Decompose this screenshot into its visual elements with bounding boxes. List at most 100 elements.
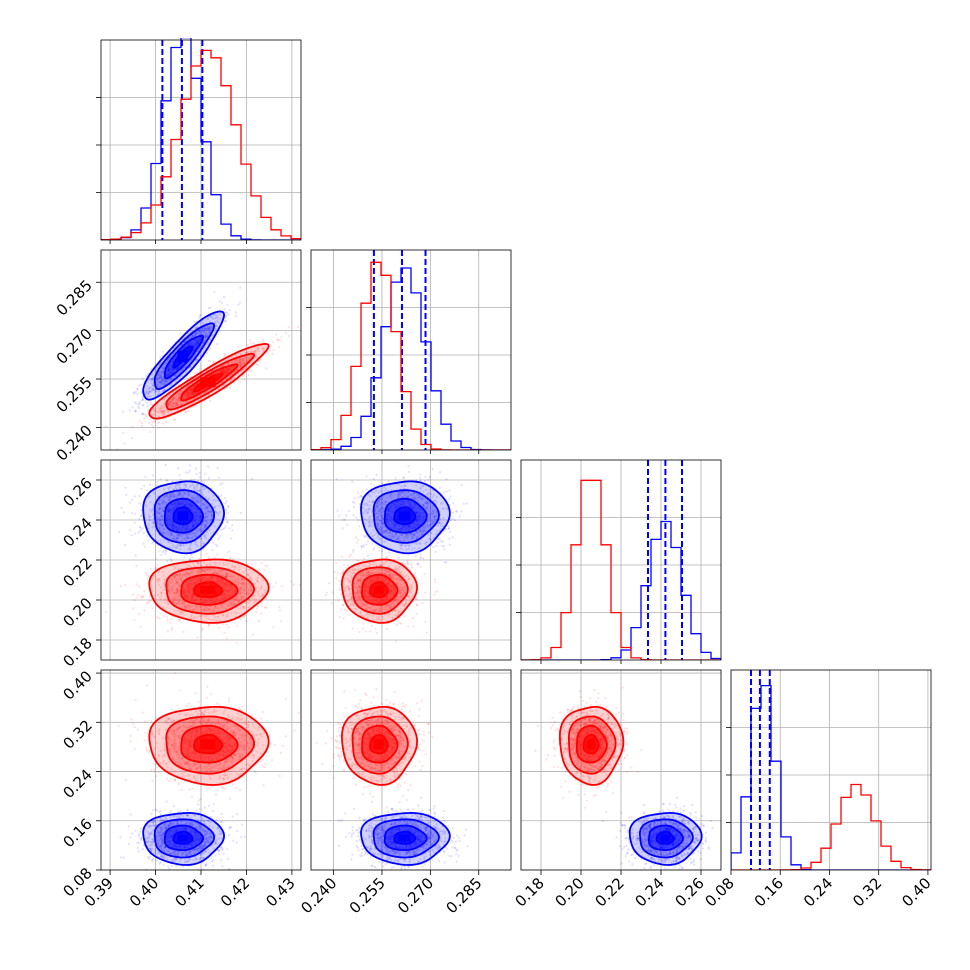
scatter-point bbox=[407, 496, 410, 499]
scatter-point bbox=[184, 607, 187, 610]
scatter-point bbox=[415, 484, 418, 487]
scatter-point bbox=[180, 576, 183, 579]
scatter-point bbox=[133, 532, 137, 535]
scatter-point bbox=[204, 516, 207, 519]
scatter-point bbox=[166, 479, 169, 482]
scatter-point bbox=[379, 489, 382, 492]
scatter-point bbox=[169, 406, 172, 409]
scatter-point bbox=[160, 373, 163, 376]
scatter-point bbox=[208, 608, 211, 611]
scatter-point bbox=[191, 536, 194, 539]
scatter-point bbox=[214, 605, 217, 608]
scatter-point bbox=[207, 329, 210, 332]
scatter-point bbox=[232, 557, 235, 560]
scatter-point bbox=[172, 546, 175, 549]
scatter-point bbox=[176, 582, 179, 585]
scatter-point bbox=[200, 331, 203, 334]
scatter-point bbox=[158, 518, 161, 521]
scatter-point bbox=[167, 584, 170, 587]
scatter-point bbox=[342, 518, 345, 521]
scatter-point bbox=[147, 527, 150, 530]
scatter-point bbox=[382, 531, 385, 534]
scatter-point bbox=[164, 601, 167, 604]
scatter-point bbox=[149, 501, 152, 504]
scatter-point bbox=[161, 369, 164, 372]
scatter-point bbox=[158, 502, 161, 505]
scatter-point bbox=[195, 484, 198, 487]
scatter-point bbox=[158, 523, 162, 526]
scatter-point bbox=[207, 510, 210, 513]
scatter-point bbox=[145, 390, 148, 394]
scatter-point bbox=[396, 496, 399, 500]
scatter-point bbox=[171, 627, 174, 630]
scatter-point bbox=[193, 334, 196, 337]
scatter-point bbox=[211, 541, 215, 544]
scatter-point bbox=[171, 405, 174, 409]
scatter-point bbox=[162, 409, 165, 412]
scatter-point bbox=[357, 496, 360, 499]
scatter-point bbox=[177, 392, 180, 395]
scatter-point bbox=[229, 379, 233, 382]
scatter-point bbox=[196, 489, 199, 492]
scatter-point bbox=[172, 601, 175, 605]
scatter-point bbox=[187, 404, 190, 407]
scatter-point bbox=[217, 537, 221, 540]
scatter-point bbox=[209, 510, 212, 513]
scatter-point bbox=[154, 419, 157, 422]
scatter-point bbox=[252, 571, 255, 574]
scatter-point bbox=[217, 573, 221, 576]
scatter-point bbox=[240, 365, 243, 368]
scatter-point bbox=[163, 579, 166, 583]
scatter-point bbox=[216, 511, 219, 514]
scatter-point bbox=[168, 534, 171, 537]
scatter-point bbox=[378, 509, 382, 512]
scatter-point bbox=[250, 589, 253, 592]
scatter-point bbox=[231, 603, 234, 606]
scatter-point bbox=[416, 497, 419, 500]
scatter-point bbox=[158, 583, 161, 586]
scatter-point bbox=[165, 380, 168, 383]
red-contour-line bbox=[148, 342, 270, 420]
scatter-point bbox=[416, 562, 420, 565]
scatter-point bbox=[241, 578, 244, 581]
scatter-point bbox=[213, 317, 216, 320]
scatter-point bbox=[165, 616, 168, 619]
scatter-point bbox=[208, 328, 211, 331]
scatter-point bbox=[163, 398, 166, 401]
scatter-point bbox=[172, 537, 175, 540]
scatter-point bbox=[201, 329, 204, 332]
scatter-point bbox=[154, 408, 157, 412]
scatter-point bbox=[151, 474, 154, 477]
scatter-point bbox=[178, 532, 181, 536]
scatter-point bbox=[210, 487, 213, 490]
scatter-point bbox=[176, 545, 179, 548]
scatter-point bbox=[177, 582, 180, 585]
scatter-point bbox=[248, 606, 251, 609]
scatter-point bbox=[211, 502, 214, 505]
scatter-point bbox=[425, 524, 429, 527]
scatter-point bbox=[431, 468, 434, 471]
scatter-point bbox=[139, 529, 142, 532]
scatter-point bbox=[169, 558, 172, 561]
scatter-point bbox=[175, 581, 178, 584]
scatter-point bbox=[136, 387, 139, 390]
scatter-point bbox=[167, 601, 170, 604]
scatter-point bbox=[201, 502, 205, 506]
scatter-point bbox=[204, 335, 208, 339]
scatter-point bbox=[190, 554, 193, 557]
scatter-point bbox=[226, 520, 229, 523]
scatter-point bbox=[156, 376, 159, 380]
scatter-point bbox=[412, 532, 415, 535]
scatter-point bbox=[217, 513, 220, 516]
scatter-point bbox=[159, 356, 162, 359]
scatter-point bbox=[384, 531, 387, 534]
scatter-point bbox=[172, 491, 175, 494]
scatter-point bbox=[143, 484, 146, 488]
scatter-point bbox=[184, 471, 188, 474]
scatter-point bbox=[144, 392, 147, 395]
scatter-point bbox=[239, 591, 242, 594]
scatter-point bbox=[244, 585, 247, 588]
scatter-point bbox=[242, 616, 245, 619]
scatter-point bbox=[177, 397, 181, 400]
scatter-point bbox=[169, 356, 172, 359]
